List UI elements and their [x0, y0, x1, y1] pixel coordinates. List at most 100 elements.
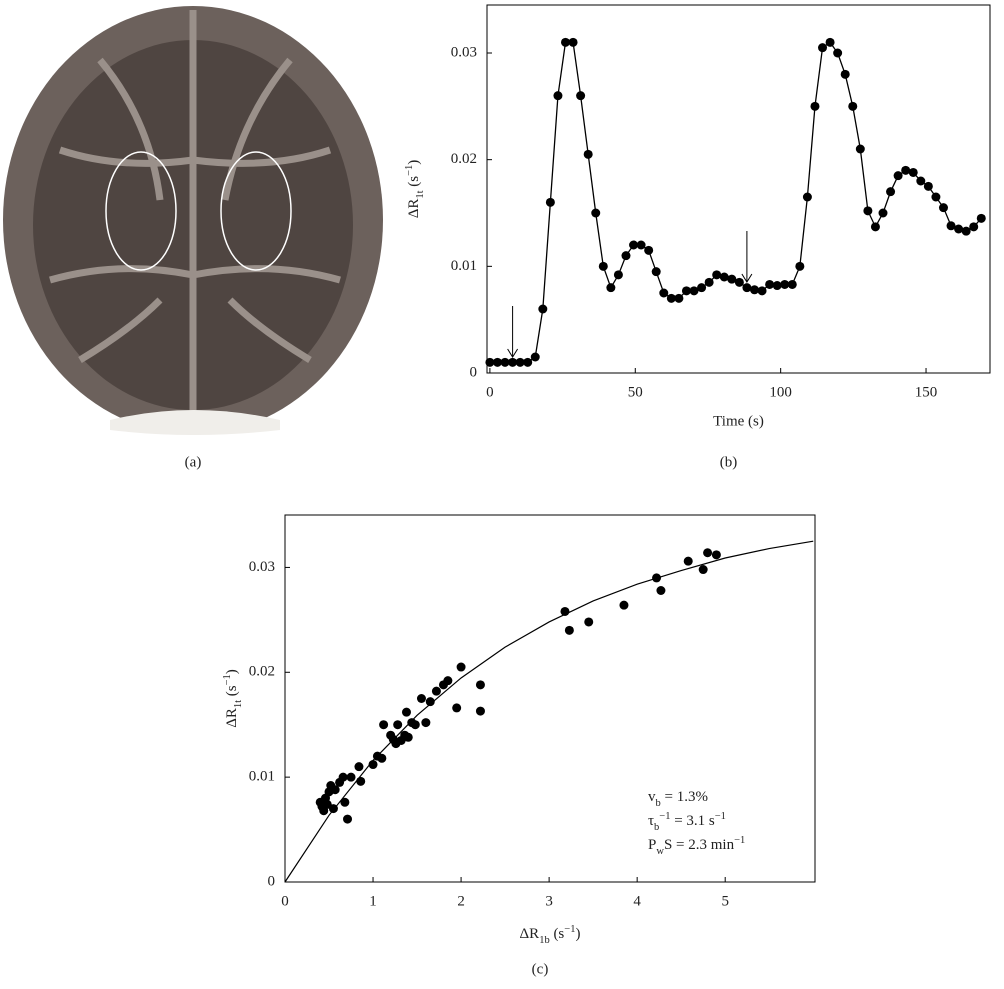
- data-point: [833, 49, 842, 58]
- label-part: (s: [550, 926, 565, 942]
- data-point: [356, 777, 365, 786]
- label-part: −1: [659, 811, 670, 822]
- data-point: [347, 773, 356, 782]
- data-point: [712, 270, 721, 279]
- x-tick-label: 100: [769, 384, 792, 400]
- data-point: [457, 663, 466, 672]
- x-tick-label: 4: [633, 893, 641, 909]
- data-point: [765, 280, 774, 289]
- data-point: [916, 177, 925, 186]
- x-tick-label: 0: [486, 384, 494, 400]
- data-point: [697, 283, 706, 292]
- label-part: 1t: [415, 190, 426, 198]
- x-tick-label: 3: [545, 893, 553, 909]
- label-part: −1: [222, 674, 233, 685]
- data-point: [826, 38, 835, 47]
- y-tick-label: 0.02: [451, 151, 477, 167]
- series-line: [490, 42, 981, 362]
- data-point: [886, 187, 895, 196]
- data-point: [924, 182, 933, 191]
- data-point: [569, 38, 578, 47]
- label-part: −1: [734, 835, 745, 846]
- data-point: [546, 198, 555, 207]
- label-part: ΔR: [406, 199, 422, 219]
- x-axis-label: ΔR1b (s−1): [520, 924, 581, 946]
- data-point: [848, 102, 857, 111]
- data-point: [674, 294, 683, 303]
- data-point: [863, 206, 872, 215]
- data-point: [659, 289, 668, 298]
- label-part: b: [654, 822, 659, 833]
- x-tick-label: 0: [281, 893, 289, 909]
- data-point: [411, 720, 420, 729]
- data-point: [720, 273, 729, 282]
- x-tick-label: 5: [721, 893, 729, 909]
- data-point: [619, 601, 628, 610]
- data-point: [417, 694, 426, 703]
- label-part: −1: [715, 811, 726, 822]
- x-tick-label: 2: [457, 893, 465, 909]
- y-tick-label: 0.02: [249, 664, 275, 680]
- data-point: [758, 286, 767, 295]
- data-point: [421, 718, 430, 727]
- data-point: [443, 676, 452, 685]
- data-point: [977, 214, 986, 223]
- data-point: [803, 193, 812, 202]
- y-tick-label: 0.01: [451, 258, 477, 274]
- data-point: [939, 203, 948, 212]
- label-part: = 1.3%: [661, 789, 708, 805]
- annotation: PwS = 2.3 min−1: [648, 835, 745, 857]
- label-part: (s: [406, 176, 422, 191]
- data-point: [339, 773, 348, 782]
- figure: (a) 05010015000.010.020.03Time (s)ΔR1t (…: [0, 0, 1004, 989]
- data-point: [931, 193, 940, 202]
- panel-label: (a): [185, 454, 202, 470]
- label-part: S = 2.3 min: [664, 837, 735, 853]
- y-axis-label: ΔR1t (s−1): [222, 669, 244, 728]
- data-point: [379, 720, 388, 729]
- panel-label: (c): [532, 961, 549, 977]
- data-point: [644, 246, 653, 255]
- y-tick-label: 0: [268, 873, 276, 889]
- panel-label: (b): [720, 454, 738, 470]
- data-point: [476, 680, 485, 689]
- x-tick-label: 1: [369, 893, 377, 909]
- data-point: [523, 358, 532, 367]
- label-part: ΔR: [224, 708, 240, 728]
- x-tick-label: 150: [915, 384, 938, 400]
- data-point: [735, 278, 744, 287]
- data-point: [742, 283, 751, 292]
- data-point: [393, 720, 402, 729]
- data-point: [954, 225, 963, 234]
- data-point: [538, 305, 547, 314]
- data-point: [432, 687, 441, 696]
- label-part: ): [224, 669, 240, 674]
- label-part: 1b: [539, 935, 550, 946]
- y-axis-label: ΔR1t (s−1): [404, 160, 426, 219]
- data-point: [584, 617, 593, 626]
- data-point: [531, 353, 540, 362]
- data-point: [354, 762, 363, 771]
- data-point: [343, 815, 352, 824]
- data-point: [584, 150, 593, 159]
- data-point: [909, 168, 918, 177]
- data-point: [404, 733, 413, 742]
- annotation: τb−1 = 3.1 s−1: [648, 811, 726, 833]
- data-point: [652, 267, 661, 276]
- data-point: [871, 222, 880, 231]
- data-point: [637, 241, 646, 250]
- x-axis-label: Time (s): [713, 413, 764, 429]
- y-tick-label: 0.03: [249, 559, 275, 575]
- data-point: [810, 102, 819, 111]
- data-point: [818, 43, 827, 52]
- data-point: [773, 281, 782, 290]
- data-point: [703, 548, 712, 557]
- data-point: [962, 227, 971, 236]
- data-point: [795, 262, 804, 271]
- data-point: [841, 70, 850, 79]
- data-point: [591, 209, 600, 218]
- data-point: [879, 209, 888, 218]
- data-point: [969, 222, 978, 231]
- data-point: [606, 283, 615, 292]
- label-part: (s: [224, 685, 240, 700]
